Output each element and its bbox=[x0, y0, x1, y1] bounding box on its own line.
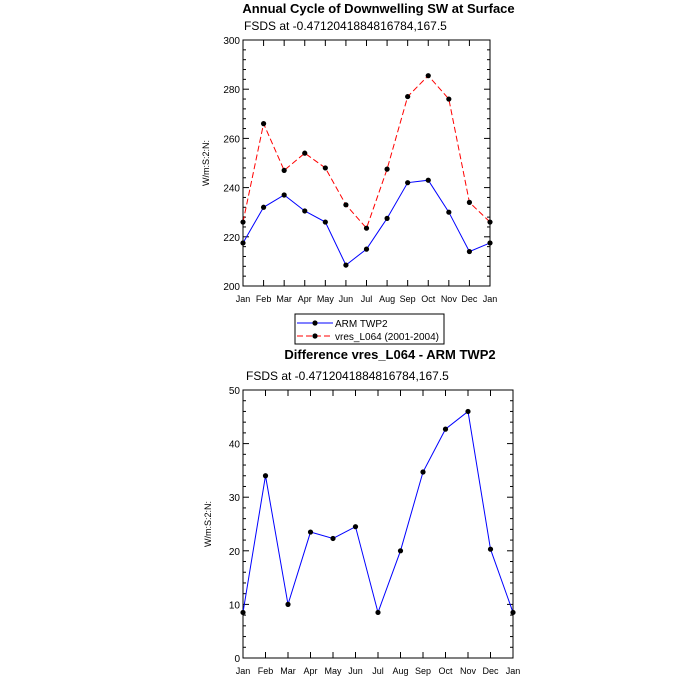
x-tick-label: May bbox=[324, 666, 342, 676]
x-tick-label: Jul bbox=[372, 666, 384, 676]
data-point bbox=[384, 166, 390, 172]
x-tick-label: Apr bbox=[303, 666, 317, 676]
y-tick-label: 40 bbox=[229, 440, 241, 451]
data-point bbox=[363, 225, 370, 231]
legend-marker bbox=[312, 333, 318, 339]
x-tick-label: Aug bbox=[379, 294, 395, 304]
data-point bbox=[281, 167, 287, 173]
y-tick-label: 280 bbox=[223, 85, 240, 96]
data-point bbox=[352, 524, 359, 530]
data-point bbox=[240, 240, 246, 246]
data-point bbox=[425, 177, 431, 183]
x-tick-label: Mar bbox=[280, 666, 296, 676]
data-point bbox=[240, 219, 246, 225]
data-point bbox=[302, 150, 308, 156]
x-tick-label: Nov bbox=[441, 294, 458, 304]
data-point bbox=[343, 202, 349, 208]
data-point bbox=[285, 601, 291, 608]
data-point bbox=[322, 165, 328, 171]
x-tick-label: Dec bbox=[461, 294, 478, 304]
data-point bbox=[446, 96, 452, 102]
chart-title: Annual Cycle of Downwelling SW at Surfac… bbox=[242, 1, 514, 16]
data-point bbox=[487, 219, 493, 225]
x-tick-label: Oct bbox=[421, 294, 436, 304]
y-tick-label: 300 bbox=[223, 36, 240, 47]
series-line-0 bbox=[242, 410, 514, 615]
data-point bbox=[466, 248, 473, 255]
series-line-1 bbox=[242, 74, 491, 230]
data-point bbox=[302, 208, 308, 214]
data-point bbox=[446, 209, 452, 215]
data-point bbox=[442, 426, 449, 432]
data-point bbox=[260, 121, 267, 127]
legend-box bbox=[294, 313, 445, 345]
data-point bbox=[262, 473, 269, 479]
plot-frame bbox=[242, 389, 514, 659]
data-point bbox=[343, 262, 349, 268]
data-point bbox=[397, 548, 404, 554]
x-tick-label: Feb bbox=[256, 294, 272, 304]
data-point bbox=[307, 529, 314, 535]
y-tick-label: 240 bbox=[223, 184, 240, 195]
legend-entry: vres_L064 (2001-2004) bbox=[335, 332, 439, 343]
data-point bbox=[510, 609, 516, 616]
y-tick-label: 50 bbox=[229, 386, 241, 397]
y-tick-label: 0 bbox=[234, 654, 240, 665]
data-point bbox=[465, 408, 471, 415]
data-point bbox=[363, 246, 370, 252]
x-tick-label: Sep bbox=[400, 294, 416, 304]
series-line-0 bbox=[242, 179, 491, 266]
data-point bbox=[281, 192, 287, 198]
y-tick-label: 30 bbox=[229, 493, 241, 504]
x-tick-label: Oct bbox=[438, 666, 453, 676]
x-tick-label: Nov bbox=[460, 666, 477, 676]
x-tick-label: Apr bbox=[298, 294, 312, 304]
y-tick-label: 20 bbox=[229, 547, 241, 558]
data-point bbox=[405, 93, 411, 100]
data-point bbox=[466, 199, 473, 205]
x-tick-label: Dec bbox=[482, 666, 499, 676]
data-point bbox=[420, 469, 426, 475]
legend-marker bbox=[312, 320, 318, 326]
x-tick-label: Sep bbox=[415, 666, 431, 676]
data-point bbox=[330, 535, 336, 542]
x-tick-label: Aug bbox=[392, 666, 408, 676]
y-axis-label: W/m:S:2:N: bbox=[201, 140, 211, 186]
x-tick-label: Jul bbox=[361, 294, 373, 304]
chart-title: Difference vres_L064 - ARM TWP2 bbox=[284, 347, 495, 362]
chart-subtitle: FSDS at -0.4712041884816784,167.5 bbox=[244, 19, 447, 33]
legend-entry: ARM TWP2 bbox=[335, 319, 388, 330]
data-point bbox=[487, 240, 493, 246]
x-tick-label: Feb bbox=[258, 666, 274, 676]
y-tick-label: 260 bbox=[223, 134, 240, 145]
data-point bbox=[375, 609, 381, 616]
data-point bbox=[425, 73, 431, 79]
chart-subtitle: FSDS at -0.4712041884816784,167.5 bbox=[246, 369, 449, 383]
y-axis-label: W/m:S:2:N: bbox=[203, 501, 213, 547]
data-point bbox=[487, 546, 494, 552]
x-tick-label: May bbox=[317, 294, 335, 304]
y-tick-label: 220 bbox=[223, 233, 240, 244]
x-tick-label: Mar bbox=[276, 294, 292, 304]
x-tick-label: Jan bbox=[483, 294, 498, 304]
y-tick-label: 200 bbox=[223, 282, 240, 293]
x-tick-label: Jun bbox=[348, 666, 363, 676]
data-point bbox=[405, 180, 411, 186]
x-tick-label: Jan bbox=[236, 294, 251, 304]
y-tick-label: 10 bbox=[229, 600, 241, 611]
x-tick-label: Jan bbox=[236, 666, 251, 676]
data-point bbox=[384, 215, 390, 221]
x-tick-label: Jan bbox=[506, 666, 521, 676]
x-tick-label: Jun bbox=[339, 294, 354, 304]
data-point bbox=[260, 204, 267, 210]
data-point bbox=[240, 609, 246, 616]
data-point bbox=[322, 219, 328, 225]
